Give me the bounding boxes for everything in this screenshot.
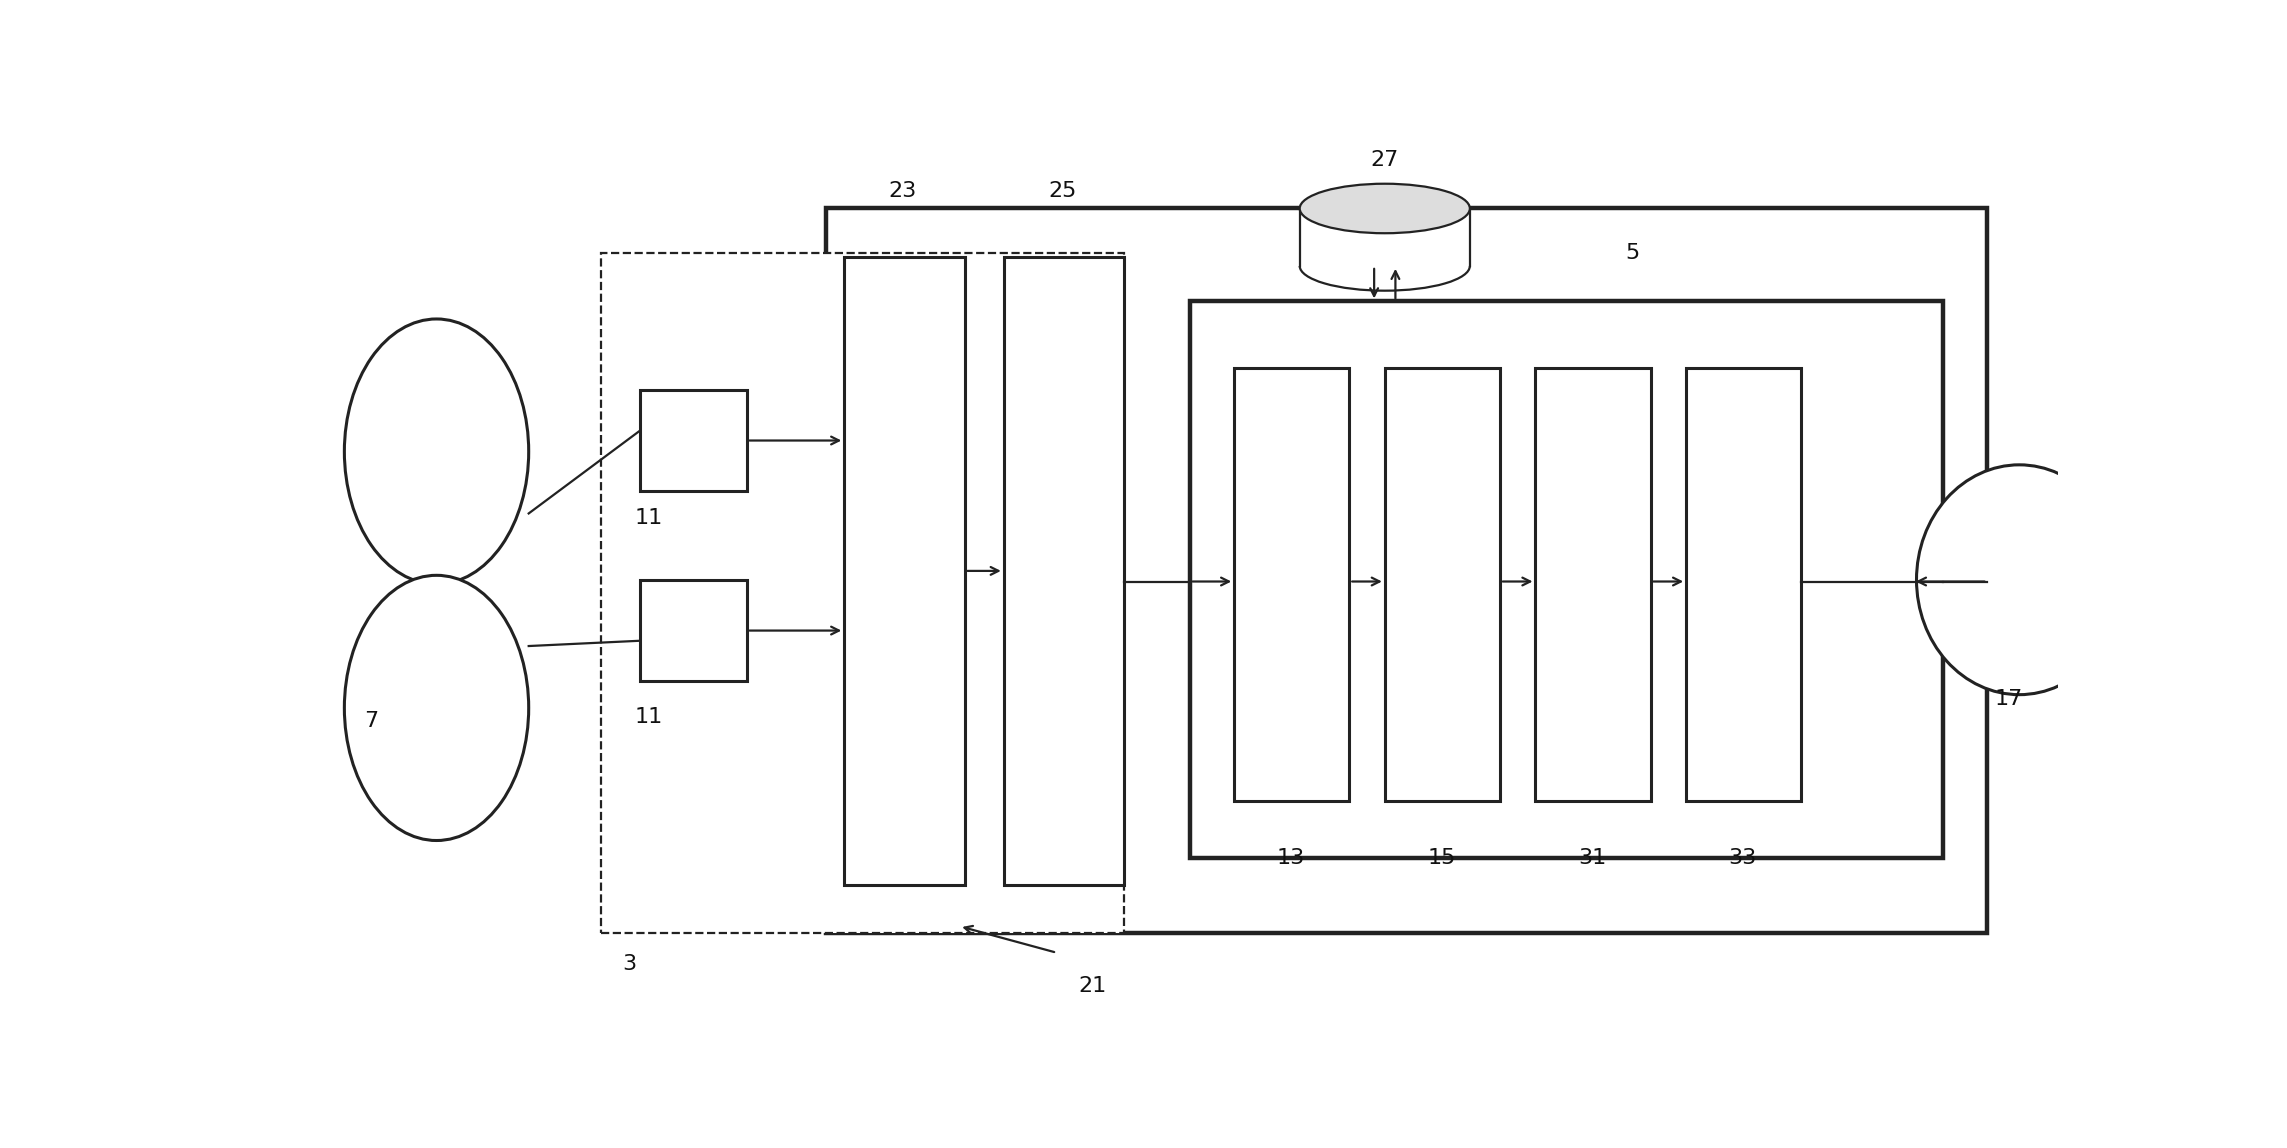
Bar: [1004, 257, 1125, 885]
Text: 33: 33: [1729, 848, 1756, 868]
Text: 15: 15: [1427, 848, 1457, 868]
Text: 17: 17: [1994, 689, 2022, 709]
Text: 11: 11: [636, 707, 663, 727]
Text: 7: 7: [364, 711, 377, 731]
Bar: [1686, 367, 1802, 801]
Text: 11: 11: [636, 507, 663, 528]
Bar: [1386, 367, 1500, 801]
Text: 25: 25: [1047, 180, 1077, 201]
Ellipse shape: [1299, 184, 1471, 233]
Ellipse shape: [345, 575, 528, 840]
Text: 27: 27: [1370, 150, 1400, 170]
Bar: [1535, 367, 1651, 801]
Bar: [640, 389, 748, 491]
Text: 5: 5: [1626, 242, 1640, 263]
Bar: [1235, 367, 1349, 801]
Bar: [826, 209, 1987, 933]
Bar: [640, 580, 748, 682]
Text: 21: 21: [1077, 976, 1107, 996]
Text: 31: 31: [1578, 848, 1605, 868]
Bar: [601, 253, 1125, 933]
Text: 23: 23: [890, 180, 917, 201]
Text: 3: 3: [622, 954, 636, 975]
Bar: [844, 257, 965, 885]
Bar: [1189, 301, 1944, 859]
Bar: [1299, 209, 1471, 266]
Ellipse shape: [1917, 465, 2122, 695]
Text: 13: 13: [1276, 848, 1306, 868]
Ellipse shape: [345, 319, 528, 584]
